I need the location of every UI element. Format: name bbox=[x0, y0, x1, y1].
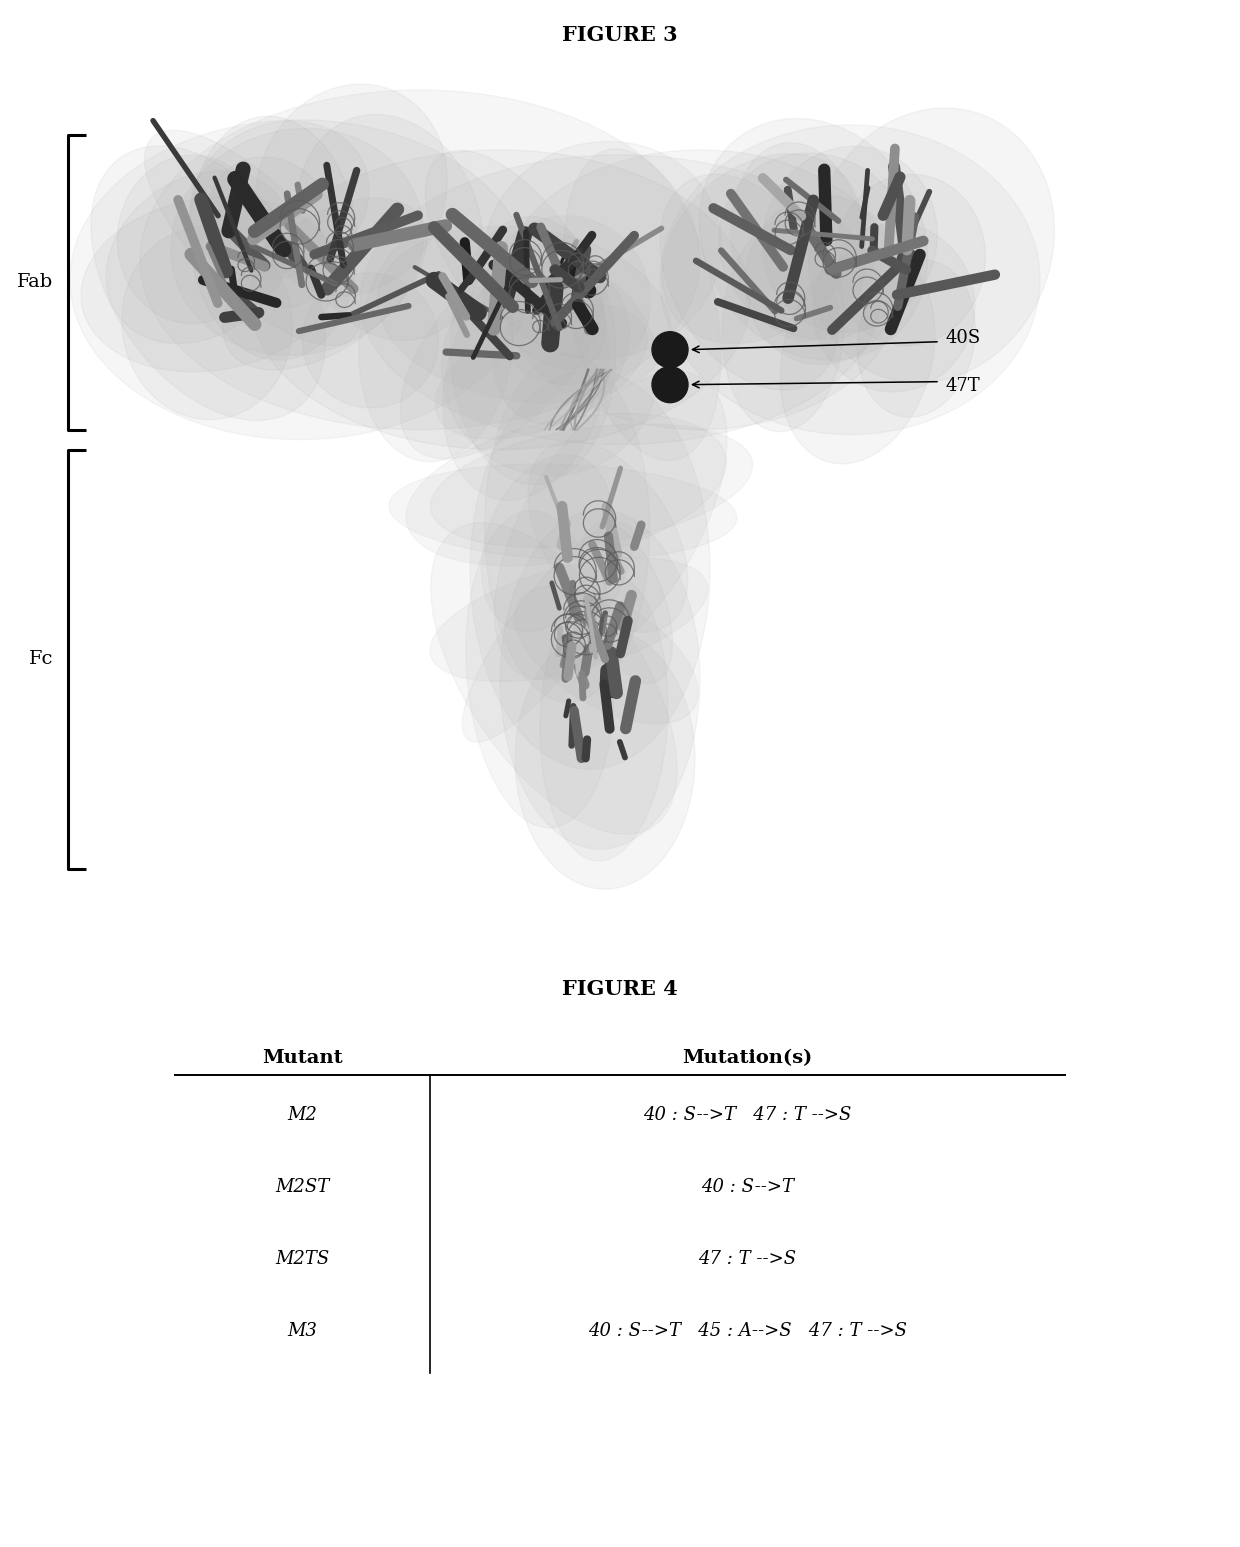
Ellipse shape bbox=[722, 220, 844, 432]
Ellipse shape bbox=[539, 574, 668, 862]
Text: 40S: 40S bbox=[945, 328, 981, 347]
Ellipse shape bbox=[528, 441, 688, 633]
Ellipse shape bbox=[223, 198, 427, 370]
Ellipse shape bbox=[69, 121, 529, 439]
Ellipse shape bbox=[377, 226, 671, 402]
Ellipse shape bbox=[813, 224, 975, 391]
Text: 40 : S-->T   47 : T -->S: 40 : S-->T 47 : T -->S bbox=[644, 1106, 852, 1125]
Ellipse shape bbox=[303, 272, 439, 408]
Ellipse shape bbox=[401, 241, 605, 459]
Ellipse shape bbox=[296, 114, 484, 340]
Ellipse shape bbox=[405, 413, 727, 566]
Text: Fc: Fc bbox=[29, 650, 53, 668]
Text: FIGURE 4: FIGURE 4 bbox=[562, 979, 678, 999]
Ellipse shape bbox=[450, 217, 616, 484]
Ellipse shape bbox=[662, 153, 861, 343]
Text: M2TS: M2TS bbox=[275, 1250, 330, 1269]
Text: Mutant: Mutant bbox=[262, 1049, 342, 1067]
Circle shape bbox=[652, 331, 688, 368]
Ellipse shape bbox=[699, 119, 928, 360]
Text: 47T: 47T bbox=[945, 376, 980, 394]
Ellipse shape bbox=[580, 523, 672, 684]
Text: Fab: Fab bbox=[17, 274, 53, 291]
Text: M2: M2 bbox=[288, 1106, 317, 1125]
Ellipse shape bbox=[745, 195, 899, 365]
Ellipse shape bbox=[732, 142, 866, 340]
Ellipse shape bbox=[118, 155, 267, 323]
Ellipse shape bbox=[857, 260, 976, 418]
Ellipse shape bbox=[430, 558, 708, 682]
Ellipse shape bbox=[470, 370, 711, 769]
Ellipse shape bbox=[485, 354, 650, 702]
Ellipse shape bbox=[122, 227, 293, 419]
Ellipse shape bbox=[660, 125, 1040, 435]
Ellipse shape bbox=[255, 84, 448, 295]
Ellipse shape bbox=[463, 523, 634, 743]
Text: M3: M3 bbox=[288, 1323, 317, 1340]
Ellipse shape bbox=[660, 175, 839, 390]
Text: 40 : S-->T   45 : A-->S   47 : T -->S: 40 : S-->T 45 : A-->S 47 : T -->S bbox=[588, 1323, 906, 1340]
Ellipse shape bbox=[190, 116, 357, 360]
Ellipse shape bbox=[484, 141, 722, 359]
Ellipse shape bbox=[500, 150, 900, 430]
Ellipse shape bbox=[425, 150, 605, 368]
Ellipse shape bbox=[482, 217, 651, 385]
Ellipse shape bbox=[250, 150, 750, 450]
Ellipse shape bbox=[515, 586, 698, 724]
Ellipse shape bbox=[145, 130, 361, 345]
Ellipse shape bbox=[206, 156, 341, 308]
Ellipse shape bbox=[494, 269, 630, 424]
Text: M2ST: M2ST bbox=[275, 1179, 330, 1196]
Ellipse shape bbox=[443, 255, 609, 500]
Circle shape bbox=[652, 367, 688, 402]
Ellipse shape bbox=[500, 509, 701, 849]
Ellipse shape bbox=[430, 424, 753, 548]
Ellipse shape bbox=[780, 248, 935, 464]
Ellipse shape bbox=[515, 630, 694, 890]
Ellipse shape bbox=[435, 305, 647, 439]
Ellipse shape bbox=[808, 108, 1054, 382]
Ellipse shape bbox=[140, 90, 701, 430]
Ellipse shape bbox=[441, 263, 658, 476]
Text: 40 : S-->T: 40 : S-->T bbox=[701, 1179, 794, 1196]
Ellipse shape bbox=[107, 170, 293, 343]
Ellipse shape bbox=[719, 153, 913, 339]
Ellipse shape bbox=[190, 121, 370, 280]
Ellipse shape bbox=[81, 196, 337, 371]
Ellipse shape bbox=[360, 155, 880, 444]
Ellipse shape bbox=[358, 226, 513, 463]
Ellipse shape bbox=[171, 128, 424, 356]
Ellipse shape bbox=[91, 145, 326, 421]
Ellipse shape bbox=[763, 147, 937, 333]
Text: 47 : T -->S: 47 : T -->S bbox=[698, 1250, 796, 1269]
Ellipse shape bbox=[495, 371, 727, 681]
Ellipse shape bbox=[833, 175, 986, 347]
Ellipse shape bbox=[430, 523, 677, 834]
Text: FIGURE 3: FIGURE 3 bbox=[562, 25, 678, 45]
Ellipse shape bbox=[481, 455, 611, 631]
Ellipse shape bbox=[389, 464, 737, 560]
Text: Mutation(s): Mutation(s) bbox=[682, 1049, 812, 1067]
Ellipse shape bbox=[563, 149, 720, 461]
Ellipse shape bbox=[466, 511, 614, 828]
